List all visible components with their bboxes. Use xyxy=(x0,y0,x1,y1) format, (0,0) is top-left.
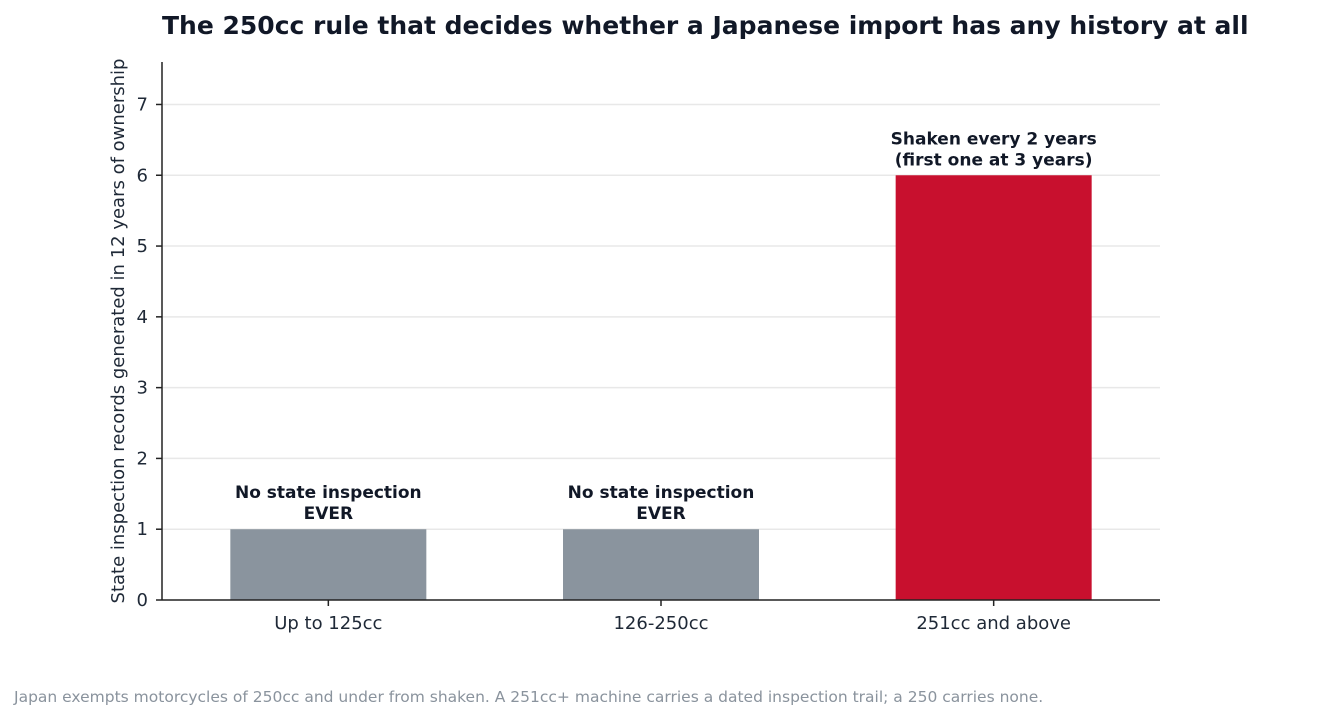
bar-annotation: No state inspection xyxy=(235,483,422,503)
x-tick-label: Up to 125cc xyxy=(274,613,382,634)
bars xyxy=(230,175,1092,600)
bar-annotation: No state inspection xyxy=(568,483,755,503)
y-axis-label: State inspection records generated in 12… xyxy=(108,59,129,604)
x-tick-label: 251cc and above xyxy=(916,613,1071,634)
bar-annotation: (first one at 3 years) xyxy=(895,150,1093,170)
bar-annotation: Shaken every 2 years xyxy=(891,129,1097,149)
bar xyxy=(563,529,759,600)
y-tick-label: 7 xyxy=(137,94,148,115)
x-tick-label: 126-250cc xyxy=(613,613,708,634)
y-tick-label: 5 xyxy=(137,236,148,257)
chart-title: The 250cc rule that decides whether a Ja… xyxy=(162,11,1249,40)
axes: 0 1 2 3 4 5 6 7 Up to 125cc 126-250cc 251cc and ab… xyxy=(137,62,1160,634)
bar-annotation: EVER xyxy=(636,504,685,524)
bar xyxy=(230,529,427,600)
bar-annotation: EVER xyxy=(304,504,353,524)
y-tick-label: 2 xyxy=(137,448,148,469)
y-tick-label: 4 xyxy=(137,307,148,328)
y-tick-label: 0 xyxy=(137,590,148,611)
y-tick-label: 3 xyxy=(137,378,148,399)
footnote: Japan exempts motorcycles of 250cc and u… xyxy=(14,688,1044,706)
grid xyxy=(162,103,1160,530)
y-tick-label: 1 xyxy=(137,519,148,540)
bar xyxy=(895,175,1092,600)
y-tick-label: 6 xyxy=(137,165,148,186)
